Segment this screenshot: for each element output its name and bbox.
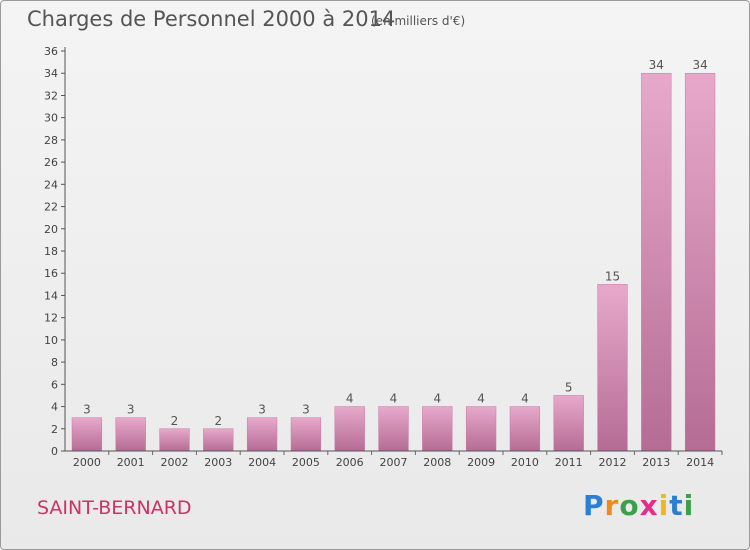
bar-2008 (422, 406, 453, 452)
data-label: 2 (214, 414, 222, 428)
y-tick-label: 26 (44, 156, 58, 169)
data-label: 3 (127, 403, 135, 417)
data-label: 3 (258, 403, 266, 417)
y-tick-label: 28 (44, 134, 58, 147)
x-tick-label: 2010 (511, 456, 539, 469)
y-tick-label: 10 (44, 334, 58, 347)
chart-title: Charges de Personnel 2000 à 2014 (27, 7, 396, 31)
y-tick-label: 18 (44, 245, 58, 258)
data-label: 4 (346, 392, 354, 406)
x-tick-label: 2013 (642, 456, 670, 469)
bar-2000 (71, 417, 103, 452)
x-tick-label: 2008 (423, 456, 451, 469)
data-label: 4 (390, 392, 398, 406)
x-tick-label: 2006 (336, 456, 364, 469)
data-label: 3 (83, 403, 91, 417)
bar-2002 (159, 428, 190, 452)
y-tick-label: 4 (51, 401, 58, 414)
bar-2004 (246, 417, 278, 452)
logo-letter: i (658, 489, 670, 522)
data-label: 34 (649, 58, 664, 72)
y-tick-label: 24 (44, 178, 58, 191)
data-label: 34 (692, 58, 707, 72)
y-tick-label: 0 (51, 445, 58, 458)
logo-letter: i (683, 489, 695, 522)
bar-2010 (509, 406, 541, 452)
logo-letter: o (619, 489, 640, 522)
chart-subtitle: (en milliers d'€) (371, 14, 466, 28)
bar-2007 (378, 406, 409, 452)
x-tick-label: 2012 (599, 456, 627, 469)
bar-2009 (465, 406, 497, 452)
proxiti-logo: Proxiti (583, 489, 694, 522)
x-tick-label: 2009 (467, 456, 495, 469)
logo-letter: t (669, 489, 684, 522)
y-tick-label: 16 (44, 267, 58, 280)
x-tick-label: 2003 (204, 456, 232, 469)
x-tick-label: 2000 (73, 456, 101, 469)
data-label: 4 (521, 392, 529, 406)
city-name: SAINT-BERNARD (37, 497, 192, 519)
y-tick-label: 12 (44, 312, 58, 325)
bar-2011 (553, 395, 584, 452)
data-label: 3 (302, 403, 310, 417)
bar-2003 (203, 428, 234, 452)
bar-2014 (684, 72, 716, 452)
y-tick-label: 2 (51, 423, 58, 436)
y-tick-label: 30 (44, 112, 58, 125)
data-label: 15 (605, 269, 620, 283)
logo-letter: x (639, 489, 659, 522)
y-tick-label: 22 (44, 201, 58, 214)
bar-2005 (290, 417, 322, 452)
logo-letter: P (583, 489, 605, 522)
y-tick-label: 14 (44, 289, 58, 302)
y-tick-label: 8 (51, 356, 58, 369)
y-tick-label: 36 (44, 45, 58, 58)
logo-letter: r (604, 489, 620, 522)
y-tick-label: 20 (44, 223, 58, 236)
data-label: 4 (433, 392, 441, 406)
bar-2006 (334, 406, 365, 452)
x-tick-label: 2004 (248, 456, 276, 469)
y-tick-label: 6 (51, 378, 58, 391)
y-tick-label: 32 (44, 89, 58, 102)
x-tick-label: 2007 (380, 456, 408, 469)
bar-2012 (597, 284, 628, 452)
x-tick-label: 2014 (686, 456, 714, 469)
x-tick-label: 2011 (555, 456, 583, 469)
x-tick-label: 2005 (292, 456, 320, 469)
y-tick-label: 34 (44, 67, 58, 80)
data-label: 2 (171, 414, 179, 428)
bar-2001 (115, 417, 146, 452)
data-label: 4 (477, 392, 485, 406)
x-tick-label: 2002 (161, 456, 189, 469)
bar-2013 (641, 72, 672, 452)
x-tick-label: 2001 (117, 456, 145, 469)
data-label: 5 (565, 380, 573, 394)
